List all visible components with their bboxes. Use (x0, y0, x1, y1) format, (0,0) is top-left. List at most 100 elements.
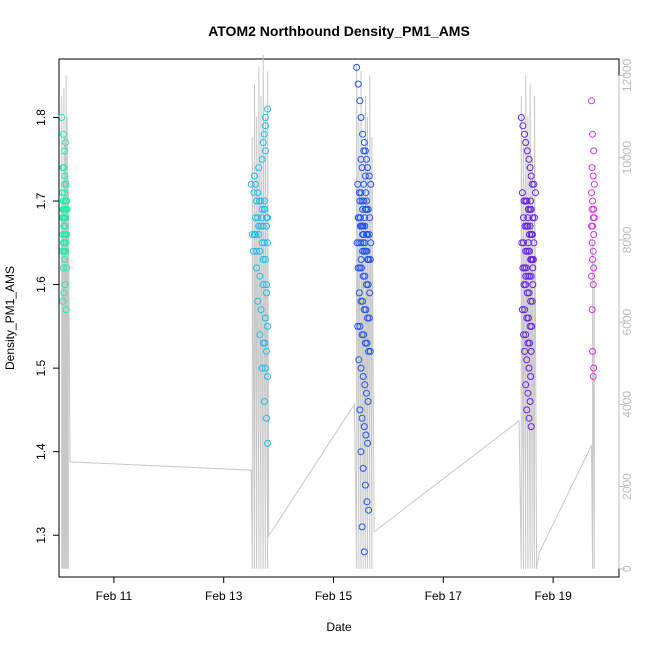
data-point (363, 197, 370, 205)
data-point (263, 222, 270, 230)
data-point (523, 356, 531, 364)
data-point (259, 281, 267, 289)
data-point (588, 239, 596, 247)
data-point (526, 164, 534, 172)
data-point (358, 264, 365, 272)
data-point (523, 197, 531, 205)
data-point (525, 155, 533, 163)
data-point (361, 214, 369, 222)
data-point (359, 205, 367, 213)
y-tick-label: 1.7 (34, 192, 48, 209)
data-point (363, 339, 371, 347)
data-point (364, 164, 371, 172)
data-point (588, 272, 595, 280)
data-point (261, 147, 269, 155)
data-point (358, 523, 366, 531)
data-point (524, 214, 532, 222)
data-point (261, 256, 269, 263)
data-point (589, 222, 597, 230)
data-point (517, 114, 525, 121)
x-tick-label: Feb 19 (534, 589, 572, 603)
data-point (253, 247, 261, 255)
data-point (59, 205, 67, 213)
data-point (63, 264, 71, 272)
data-point (254, 214, 262, 222)
secondary-tick-label: 6000 (620, 308, 634, 335)
data-point (590, 147, 598, 155)
data-point (357, 114, 365, 121)
data-point (518, 306, 526, 314)
data-point (264, 239, 272, 247)
data-point (357, 256, 365, 263)
data-point (524, 239, 532, 247)
data-point (61, 189, 68, 197)
secondary-tick-label: 0 (620, 565, 634, 572)
data-point (527, 256, 535, 263)
y-tick-label: 1.8 (34, 109, 48, 126)
data-point (588, 205, 596, 213)
data-point (354, 322, 362, 330)
data-point (264, 322, 272, 330)
data-point (261, 364, 269, 372)
x-tick-label: Feb 11 (96, 589, 133, 603)
data-point (253, 197, 261, 205)
data-point (61, 281, 69, 289)
data-point (357, 189, 365, 197)
series-2 (247, 105, 272, 447)
data-point (520, 239, 527, 247)
data-point (590, 180, 598, 188)
data-point (61, 147, 68, 155)
data-point (354, 180, 362, 188)
data-point (356, 197, 364, 205)
data-point (531, 214, 538, 222)
data-point (588, 97, 595, 105)
data-point (360, 548, 368, 556)
secondary-tick-label: 2000 (620, 473, 634, 500)
data-point (360, 147, 368, 155)
data-point (354, 80, 362, 88)
data-point (521, 130, 529, 138)
data-point (525, 364, 533, 372)
data-point (526, 398, 534, 405)
data-point (590, 231, 598, 238)
data-point (529, 264, 537, 272)
data-point (359, 297, 367, 305)
data-point (358, 222, 365, 230)
data-point (260, 130, 268, 138)
data-point (59, 197, 67, 205)
data-point (356, 97, 364, 105)
data-point (263, 281, 270, 289)
data-point (523, 406, 531, 414)
data-point (360, 247, 368, 255)
data-point (523, 147, 531, 155)
data-point (61, 214, 69, 222)
data-point (359, 464, 367, 472)
series-5 (588, 97, 598, 380)
data-point (356, 322, 364, 330)
data-point (589, 373, 597, 380)
data-point (527, 423, 535, 431)
secondary-tick-label: 4000 (620, 391, 634, 418)
data-point (357, 239, 365, 247)
data-point (362, 431, 370, 439)
data-point (60, 222, 68, 230)
secondary-tick-label: 10000 (620, 141, 634, 175)
data-point (61, 231, 68, 238)
data-point (257, 197, 265, 205)
data-point (359, 130, 367, 138)
data-point (61, 172, 69, 180)
data-point (590, 364, 598, 372)
data-point (252, 214, 259, 222)
data-point (62, 139, 70, 146)
data-point (252, 180, 259, 188)
data-point (260, 239, 268, 247)
data-point (252, 231, 259, 238)
x-tick-label: Feb 13 (205, 589, 243, 603)
data-point (361, 172, 369, 180)
data-point (589, 172, 597, 180)
data-point (360, 139, 368, 146)
data-point (527, 197, 535, 205)
data-point (522, 331, 530, 339)
data-point (353, 63, 361, 71)
